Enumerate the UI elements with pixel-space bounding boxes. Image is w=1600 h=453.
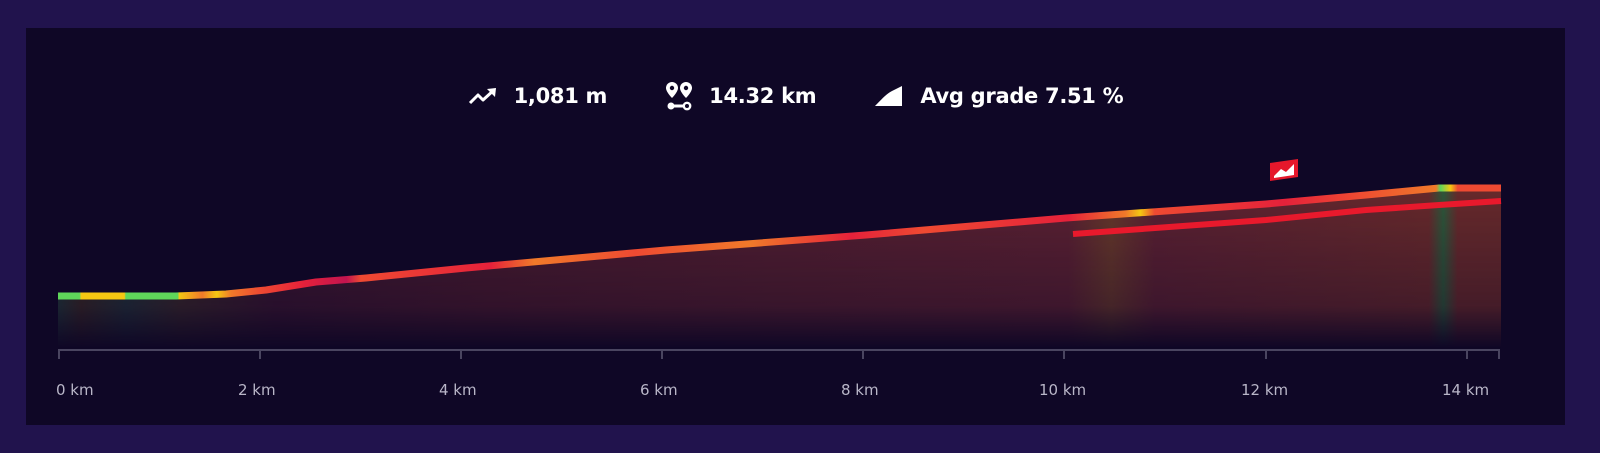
elevation-profile-panel: 1,081 m 14.32 km Avg grade 7.51 %: [26, 28, 1565, 425]
tick-label-0: 0 km: [56, 381, 94, 399]
tick-label-12: 12 km: [1241, 381, 1289, 399]
elevation-chart[interactable]: [26, 28, 1565, 425]
slope-icon: [874, 85, 904, 107]
route-pins-icon: [665, 81, 693, 111]
stats-bar: 1,081 m 14.32 km Avg grade 7.51 %: [26, 28, 1565, 158]
tick-label-8: 8 km: [841, 381, 879, 399]
tick-label-6: 6 km: [640, 381, 678, 399]
stat-distance: 14.32 km: [665, 81, 817, 111]
segment-flag-icon[interactable]: [1270, 159, 1298, 181]
trend-up-icon: [468, 86, 498, 106]
tick-label-2: 2 km: [238, 381, 276, 399]
elevation-profile-line: [58, 184, 1501, 300]
tick-label-4: 4 km: [439, 381, 477, 399]
tick-label-14: 14 km: [1442, 381, 1490, 399]
avg-grade-value: Avg grade 7.51 %: [920, 83, 1124, 108]
x-axis: [58, 349, 1500, 359]
stat-avg-grade: Avg grade 7.51 %: [874, 83, 1124, 108]
stat-elevation-gain: 1,081 m: [468, 83, 608, 108]
distance-value: 14.32 km: [709, 83, 817, 108]
elevation-gain-value: 1,081 m: [513, 83, 608, 108]
tick-label-10: 10 km: [1039, 381, 1087, 399]
highlighted-segment-line[interactable]: [1072, 198, 1502, 237]
